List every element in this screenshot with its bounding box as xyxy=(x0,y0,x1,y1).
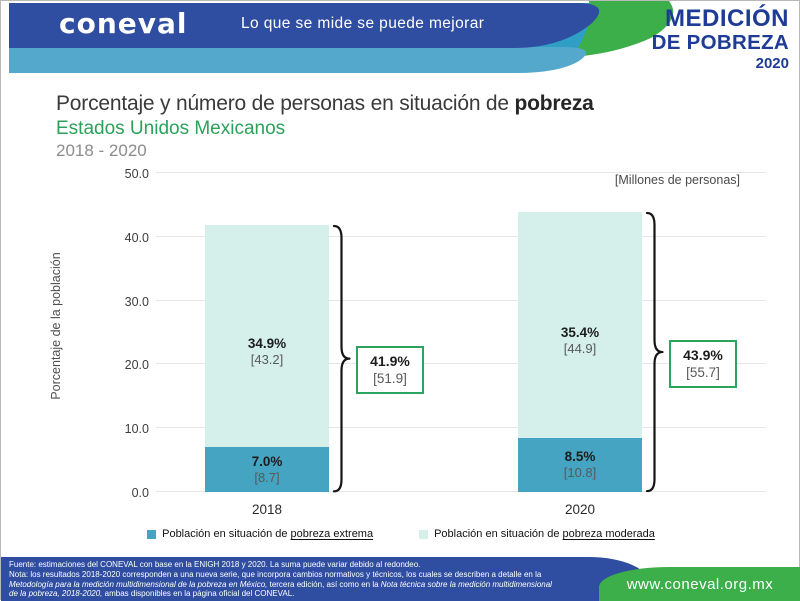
legend: Población en situación de pobreza extrem… xyxy=(1,528,800,540)
title-regular-part: Porcentaje y número de personas en situa… xyxy=(56,92,515,115)
footer-note-line: Nota: los resultados 2018-2020 correspon… xyxy=(9,570,594,580)
y-tick-label: 30.0 xyxy=(124,294,149,309)
band-lightblue-shape xyxy=(9,47,587,73)
y-axis-title: Porcentaje de la población xyxy=(49,252,63,400)
title-bold-part: pobreza xyxy=(514,92,594,115)
footer-note-segment: de la pobreza, 2018-2020, xyxy=(9,589,103,599)
footer-note-segment: Fuente: estimaciones del CONEVAL con bas… xyxy=(9,560,421,569)
website-band: www.coneval.org.mx xyxy=(599,567,800,601)
y-tick-label: 50.0 xyxy=(124,167,149,181)
footer-note-segment: ambas disponibles en la página oficial d… xyxy=(102,589,295,599)
coneval-logo: coneval xyxy=(59,7,188,40)
header-swoosh-graphic xyxy=(9,1,674,73)
x-axis-label: 2018 xyxy=(251,502,283,517)
legend-item: Población en situación de pobreza modera… xyxy=(419,528,655,540)
page-title: Porcentaje y número de personas en situa… xyxy=(56,91,594,117)
y-tick-label: 40.0 xyxy=(124,230,149,245)
footer-note-line: Metodología para la medición multidimens… xyxy=(9,580,594,590)
total-box: 43.9% [55.7] xyxy=(669,339,737,388)
footer-note-line: Fuente: estimaciones del CONEVAL con bas… xyxy=(9,560,594,570)
gridline xyxy=(156,491,766,492)
extrema-pct: 7.0% xyxy=(251,453,283,469)
y-tick-label: 10.0 xyxy=(124,422,149,437)
header-slogan: Lo que se mide se puede mejorar xyxy=(241,15,485,32)
gridline xyxy=(156,427,766,429)
footer-note-line: de la pobreza, 2018-2020, ambas disponib… xyxy=(9,589,594,599)
extrema-value-label: 8.5% [10.8] xyxy=(518,449,642,481)
total-millions: [51.9] xyxy=(373,371,407,387)
bar-segment-extrema xyxy=(205,447,329,492)
total-millions: [55.7] xyxy=(686,364,720,380)
moderada-value-label: 34.9% [43.2] xyxy=(205,336,329,368)
moderada-pct: 35.4% xyxy=(560,324,600,340)
total-pct: 43.9% xyxy=(683,346,723,363)
total-box: 41.9% [51.9] xyxy=(356,346,424,395)
moderada-millions: [44.9] xyxy=(563,340,597,356)
footer-notes: Fuente: estimaciones del CONEVAL con bas… xyxy=(9,560,594,599)
gridline xyxy=(156,235,766,237)
header: coneval Lo que se mide se puede mejorar … xyxy=(1,1,800,79)
x-axis-label: 2020 xyxy=(564,502,596,517)
extrema-millions: [10.8] xyxy=(563,464,597,480)
badge-line2: DE POBREZA xyxy=(651,31,789,54)
bar-segment-extrema xyxy=(518,437,642,492)
page-subtitle: Estados Unidos Mexicanos xyxy=(56,118,286,139)
gridline xyxy=(156,299,766,301)
legend-item: Población en situación de pobreza extrem… xyxy=(147,528,373,540)
legend-swatch xyxy=(419,529,429,539)
plot-area: [Millones de personas] 0.0 10.0 20.0 30.0 40… xyxy=(125,167,766,517)
extrema-millions: [8.7] xyxy=(254,469,280,485)
footer-note-segment: tercera edición, así como en la xyxy=(267,579,381,589)
footer-note-segment: Nota técnica sobre la medición multidime… xyxy=(380,579,552,589)
footer-note-segment: Nota: los resultados 2018-2020 correspon… xyxy=(9,569,542,579)
brace-icon xyxy=(332,224,351,493)
band-darkblue-shape xyxy=(9,3,600,48)
footer-band xyxy=(1,557,649,601)
gridline xyxy=(156,172,766,173)
title-block: Porcentaje y número de personas en situa… xyxy=(56,91,594,161)
medicion-pobreza-badge: MEDICIÓN DE POBREZA 2020 xyxy=(652,7,789,71)
extrema-pct: 8.5% xyxy=(564,448,596,464)
badge-line1: MEDICIÓN xyxy=(665,5,789,32)
extrema-value-label: 7.0% [8.7] xyxy=(205,454,329,486)
bar-segment-moderada xyxy=(518,211,642,438)
legend-label: Población en situación de pobreza modera… xyxy=(434,528,655,540)
badge-line3: 2020 xyxy=(755,54,789,72)
moderada-millions: [43.2] xyxy=(250,351,284,367)
total-pct: 41.9% xyxy=(370,353,410,370)
legend-swatch xyxy=(147,529,157,539)
brace-icon xyxy=(645,211,664,493)
y-tick-label: 20.0 xyxy=(124,358,149,373)
period-label: 2018 - 2020 xyxy=(56,141,147,160)
website-link: www.coneval.org.mx xyxy=(626,575,774,593)
legend-label: Población en situación de pobreza extrem… xyxy=(162,528,374,540)
y-tick-label: 0.0 xyxy=(131,486,149,500)
moderada-pct: 34.9% xyxy=(247,335,287,351)
units-note: [Millones de personas] xyxy=(614,173,740,187)
footer-note-segment: Metodología para la medición multidimens… xyxy=(9,579,268,589)
moderada-value-label: 35.4% [44.9] xyxy=(518,325,642,357)
gridline xyxy=(156,363,766,365)
bar-segment-moderada xyxy=(205,224,329,448)
